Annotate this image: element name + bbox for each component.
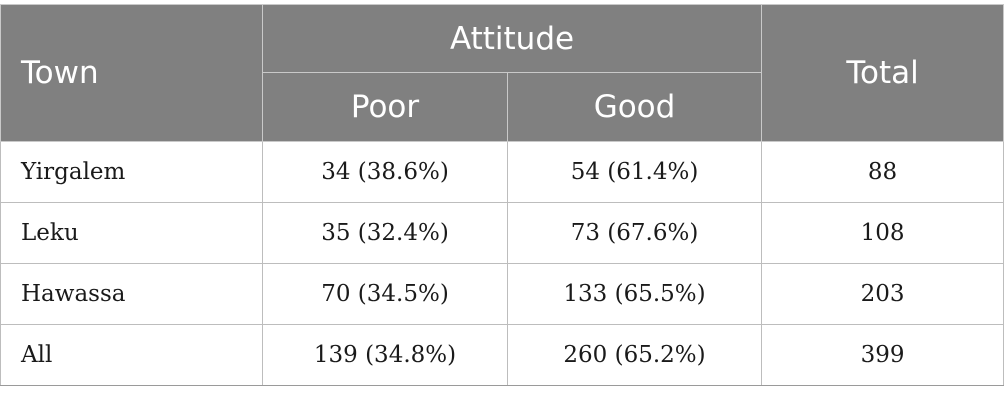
cell-good: 54 (61.4%): [506, 141, 763, 203]
header-attitude: Attitude: [261, 4, 763, 73]
table-row: Leku 35 (32.4%) 73 (67.6%) 108: [0, 202, 1005, 264]
cell-total: 88: [761, 141, 1005, 203]
table-row: All 139 (34.8%) 260 (65.2%) 399: [0, 324, 1005, 386]
cell-town: Leku: [0, 202, 263, 264]
cell-poor: 34 (38.6%): [262, 141, 508, 203]
table-body: Yirgalem 34 (38.6%) 54 (61.4%) 88 Leku 3…: [0, 141, 1005, 386]
cell-town: All: [0, 324, 263, 386]
header-good: Good: [506, 72, 763, 142]
header-row-top: Town Attitude Total: [0, 4, 1005, 142]
cell-total: 399: [761, 324, 1005, 386]
cell-poor: 139 (34.8%): [262, 324, 508, 386]
cell-total: 203: [761, 263, 1005, 325]
header-total: Total: [761, 4, 1005, 142]
header-row-sub: Poor Good: [1, 72, 1004, 142]
cell-total: 108: [761, 202, 1005, 264]
cell-town: Yirgalem: [0, 141, 263, 203]
cell-poor: 70 (34.5%): [262, 263, 508, 325]
attitude-table-container: Town Attitude Total Poor Good Yirgalem 3…: [0, 4, 1005, 386]
header-town: Town: [0, 4, 263, 142]
cell-poor: 35 (32.4%): [262, 202, 508, 264]
header-poor: Poor: [262, 72, 508, 142]
attitude-by-town-table: Town Attitude Total Poor Good Yirgalem 3…: [0, 4, 1005, 386]
cell-good: 260 (65.2%): [506, 324, 763, 386]
table-row: Hawassa 70 (34.5%) 133 (65.5%) 203: [0, 263, 1005, 325]
table-header: Town Attitude Total Poor Good: [0, 4, 1005, 142]
cell-good: 73 (67.6%): [506, 202, 763, 264]
cell-town: Hawassa: [0, 263, 263, 325]
cell-good: 133 (65.5%): [506, 263, 763, 325]
table-row: Yirgalem 34 (38.6%) 54 (61.4%) 88: [0, 141, 1005, 203]
